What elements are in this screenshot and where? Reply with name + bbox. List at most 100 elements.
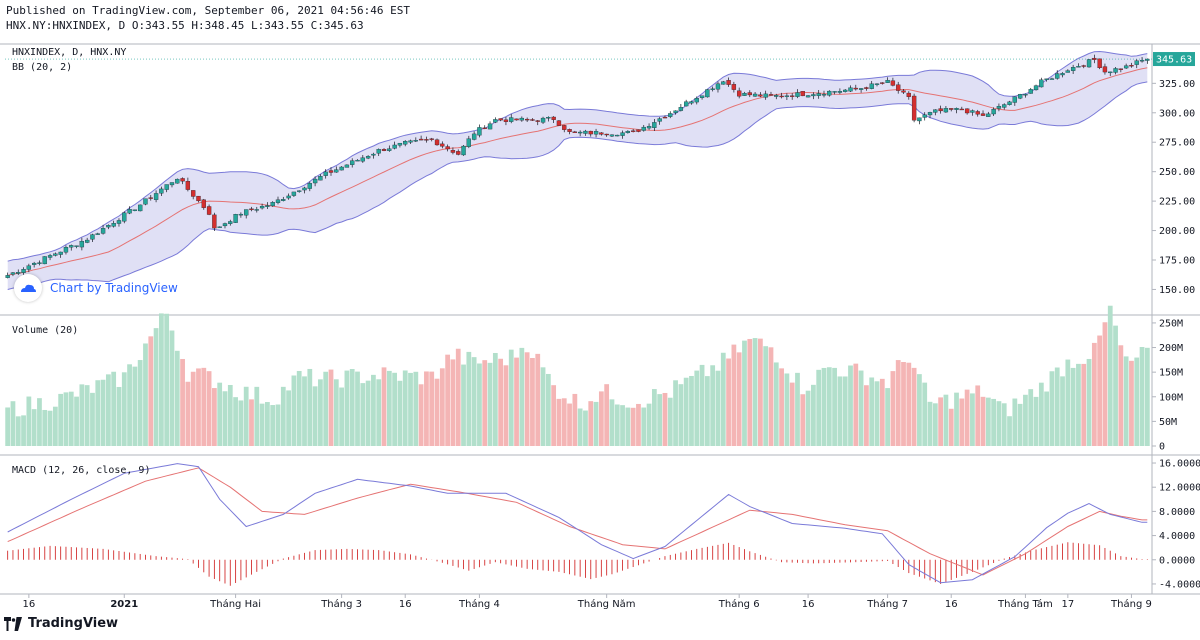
candle	[599, 132, 604, 136]
volume-bar	[455, 348, 461, 446]
candle-body	[122, 212, 127, 222]
candle-body	[397, 142, 403, 146]
candle-body	[790, 95, 795, 97]
candle	[1060, 72, 1065, 78]
price-pane	[5, 50, 1152, 290]
price-tick-label: 275.00	[1159, 138, 1195, 149]
candle	[662, 115, 668, 119]
candle	[938, 105, 943, 114]
candle	[636, 129, 641, 133]
candle	[159, 186, 164, 197]
candle-body	[742, 92, 747, 96]
candle-body	[901, 90, 906, 93]
volume-bar	[1028, 389, 1034, 446]
time-tick-label: Tháng 4	[458, 598, 500, 610]
candle-body	[344, 164, 350, 168]
candle-body	[572, 131, 578, 133]
candle	[37, 260, 42, 266]
volume-bar	[1023, 394, 1028, 446]
candle	[355, 159, 360, 162]
candle-body	[153, 193, 159, 200]
candle-body	[943, 108, 949, 113]
candle	[790, 93, 795, 100]
candle	[69, 244, 74, 251]
candle	[551, 116, 556, 124]
volume-bar	[137, 360, 143, 446]
volume-bar	[439, 368, 445, 446]
candle-body	[731, 84, 737, 90]
candle	[742, 91, 747, 96]
candle	[323, 169, 328, 179]
volume-bar	[826, 367, 832, 446]
volume-bar	[689, 375, 694, 446]
volume-bar	[360, 383, 366, 446]
candle-body	[630, 130, 636, 132]
cloud-icon	[14, 274, 42, 302]
volume-bar	[832, 367, 837, 446]
candle-body	[31, 262, 37, 265]
volume-bar	[318, 379, 323, 446]
candle-body	[185, 181, 191, 190]
volume-bar	[895, 360, 901, 446]
candle	[609, 134, 615, 137]
volume-bar	[757, 338, 763, 446]
candle	[143, 198, 148, 206]
time-tick-label: Tháng 3	[320, 598, 362, 610]
candle	[752, 91, 758, 97]
candle-body	[774, 95, 779, 97]
volume-bar	[206, 371, 212, 446]
candle	[1023, 93, 1028, 98]
footer-brand-text: TradingView	[28, 616, 119, 631]
candle	[524, 117, 530, 122]
candle	[471, 131, 477, 141]
candle-body	[212, 214, 217, 229]
volume-bar	[620, 405, 625, 446]
candle	[1108, 71, 1113, 77]
volume-bar	[196, 368, 201, 446]
tradingview-watermark[interactable]: Chart by TradingView	[14, 274, 178, 302]
volume-bar	[1017, 403, 1023, 446]
candle-body	[1033, 85, 1039, 91]
candle	[821, 90, 827, 98]
volume-bar	[524, 352, 530, 446]
volume-bar	[1060, 376, 1065, 446]
volume-bar	[10, 401, 16, 446]
volume-bar	[789, 382, 795, 446]
candle	[238, 212, 244, 218]
volume-bar	[1102, 322, 1108, 446]
macd-tick-label: 4.0000	[1159, 531, 1195, 542]
volume-bar	[1054, 367, 1060, 446]
time-tick-label: Tháng Hai	[209, 598, 261, 610]
volume-bar	[477, 363, 482, 446]
volume-bar	[795, 372, 800, 446]
candle	[832, 91, 837, 95]
footer-brand[interactable]: TradingView	[4, 616, 118, 631]
candle-body	[1076, 66, 1081, 68]
candle-body	[811, 94, 816, 97]
volume-bar	[1049, 371, 1055, 446]
candle	[615, 134, 620, 137]
candle	[646, 123, 652, 130]
candle-body	[1134, 60, 1139, 65]
candle	[1139, 56, 1145, 63]
volume-bar	[641, 407, 647, 446]
macd-tick-label: 16.0000	[1159, 459, 1200, 470]
volume-bar	[1065, 359, 1071, 446]
volume-bar	[811, 384, 816, 446]
candle	[726, 77, 731, 87]
candle	[673, 110, 678, 115]
candle	[779, 92, 784, 99]
candle-body	[1108, 71, 1113, 74]
volume-bar	[397, 380, 403, 446]
volume-bar	[381, 367, 387, 446]
candle-body	[127, 209, 132, 214]
candle-body	[477, 127, 482, 136]
volume-bar	[975, 385, 981, 446]
macd-tick-label: -4.0000	[1159, 579, 1200, 590]
candle	[811, 92, 816, 100]
volume-bar	[667, 397, 673, 446]
volume-bar	[402, 370, 408, 446]
candle	[694, 96, 699, 105]
candle-body	[307, 183, 312, 189]
